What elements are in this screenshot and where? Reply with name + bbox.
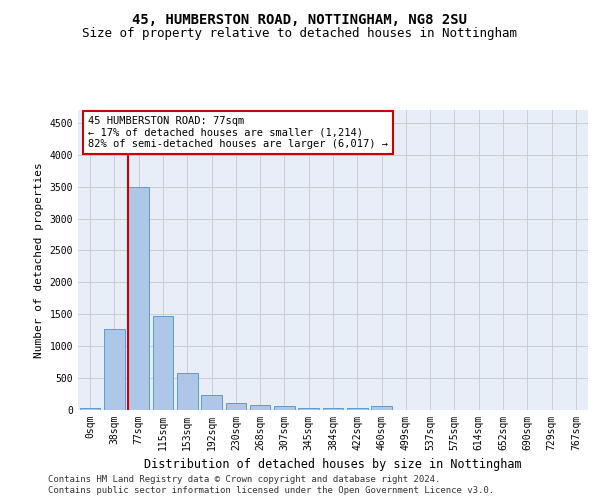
Bar — [250, 405, 271, 410]
Text: Size of property relative to detached houses in Nottingham: Size of property relative to detached ho… — [83, 28, 517, 40]
X-axis label: Distribution of detached houses by size in Nottingham: Distribution of detached houses by size … — [144, 458, 522, 471]
Text: Contains HM Land Registry data © Crown copyright and database right 2024.: Contains HM Land Registry data © Crown c… — [48, 475, 440, 484]
Bar — [226, 403, 246, 410]
Bar — [128, 186, 149, 410]
Text: 45 HUMBERSTON ROAD: 77sqm
← 17% of detached houses are smaller (1,214)
82% of se: 45 HUMBERSTON ROAD: 77sqm ← 17% of detac… — [88, 116, 388, 149]
Bar — [201, 394, 222, 410]
Bar — [298, 408, 319, 410]
Bar — [323, 408, 343, 410]
Bar — [347, 408, 368, 410]
Bar — [152, 316, 173, 410]
Bar — [104, 329, 125, 410]
Y-axis label: Number of detached properties: Number of detached properties — [34, 162, 44, 358]
Bar — [177, 373, 197, 410]
Text: 45, HUMBERSTON ROAD, NOTTINGHAM, NG8 2SU: 45, HUMBERSTON ROAD, NOTTINGHAM, NG8 2SU — [133, 12, 467, 26]
Text: Contains public sector information licensed under the Open Government Licence v3: Contains public sector information licen… — [48, 486, 494, 495]
Bar — [274, 406, 295, 410]
Bar — [80, 408, 100, 410]
Bar — [371, 406, 392, 410]
